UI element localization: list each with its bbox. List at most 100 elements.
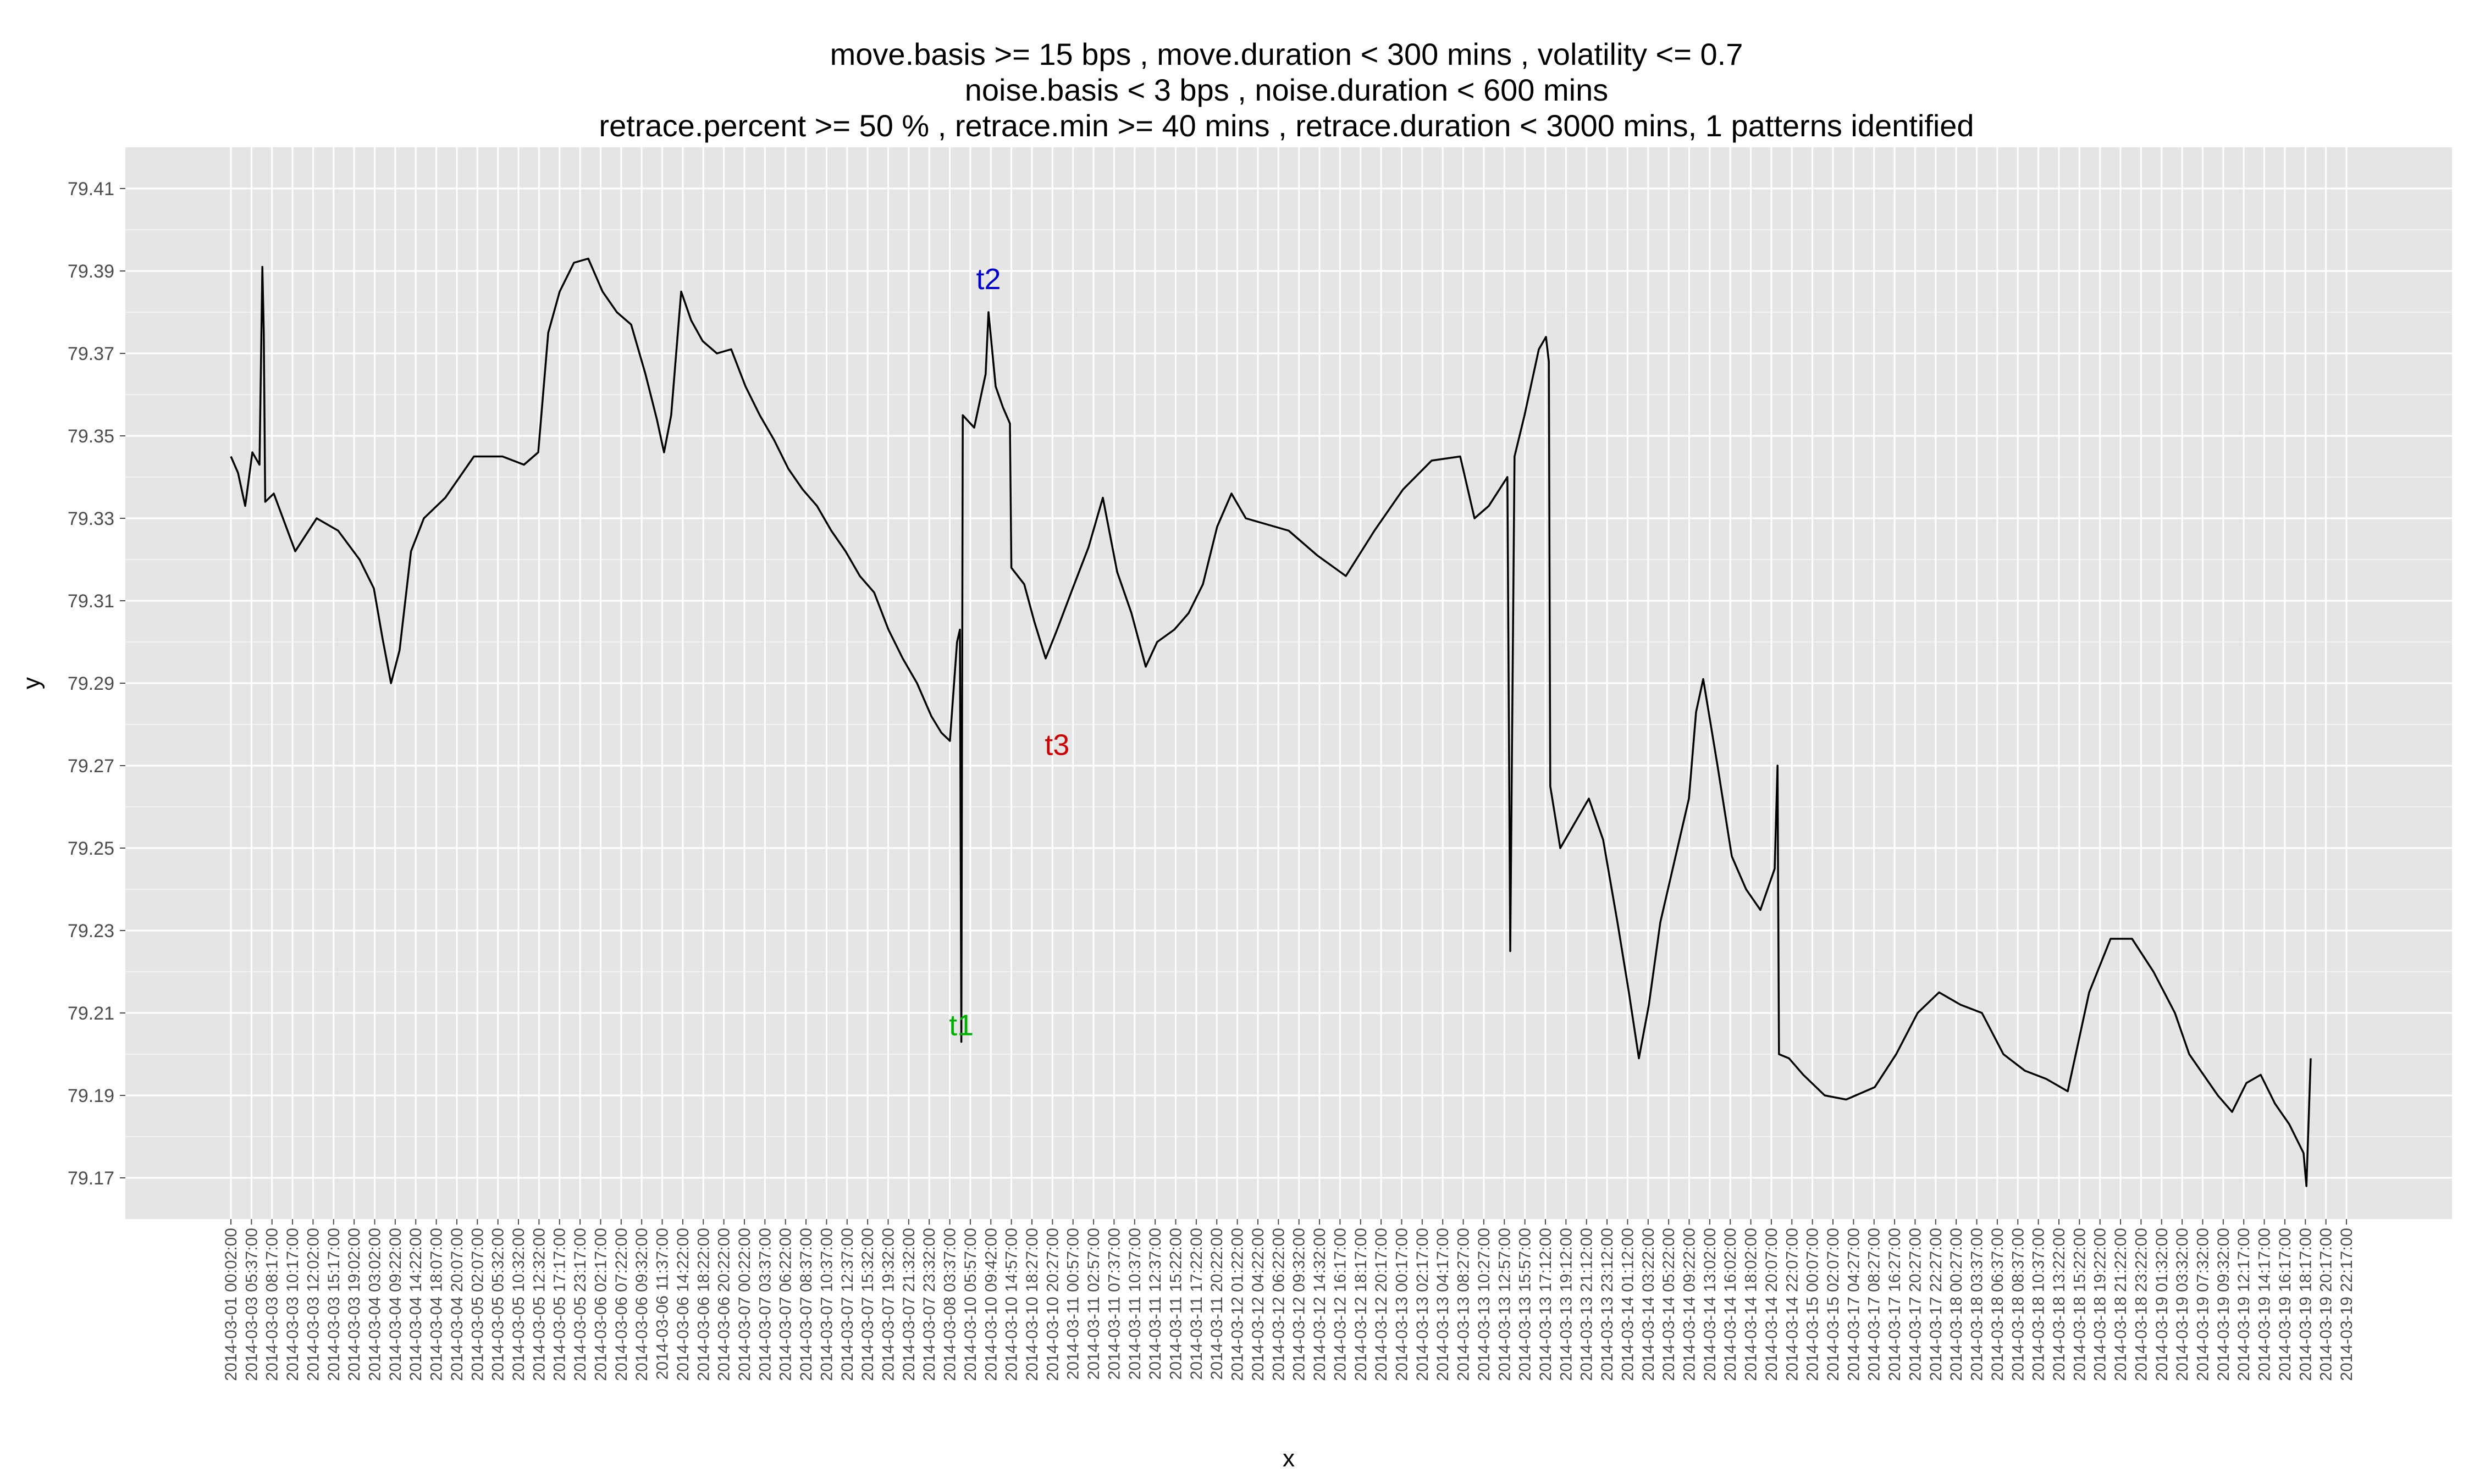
x-tick-label: 2014-03-12 16:17:00 <box>1331 1228 1349 1381</box>
x-tick-label: 2014-03-15 02:07:00 <box>1824 1228 1842 1381</box>
annotation-t1: t1 <box>949 1009 974 1042</box>
x-tick-label: 2014-03-18 21:22:00 <box>2112 1228 2130 1381</box>
x-tick-label: 2014-03-18 00:27:00 <box>1947 1228 1965 1381</box>
y-tick-label: 79.23 <box>68 921 114 942</box>
x-tick-label: 2014-03-03 10:17:00 <box>284 1228 302 1381</box>
x-tick-label: 2014-03-19 01:32:00 <box>2153 1228 2171 1381</box>
x-tick-label: 2014-03-06 07:22:00 <box>612 1228 631 1381</box>
x-tick-label: 2014-03-11 10:37:00 <box>1126 1228 1144 1380</box>
x-tick-label: 2014-03-19 16:17:00 <box>2276 1228 2294 1381</box>
x-tick-label: 2014-03-18 03:37:00 <box>1968 1228 1986 1381</box>
x-tick-label: 2014-03-12 20:17:00 <box>1372 1228 1390 1381</box>
x-tick-label: 2014-03-13 12:57:00 <box>1495 1228 1514 1381</box>
x-tick-label: 2014-03-14 18:02:00 <box>1742 1228 1760 1381</box>
x-tick-label: 2014-03-03 12:02:00 <box>304 1228 322 1381</box>
x-tick-label: 2014-03-12 14:32:00 <box>1311 1228 1329 1381</box>
x-tick-label: 2014-03-12 01:22:00 <box>1229 1228 1247 1381</box>
x-tick-label: 2014-03-13 23:12:00 <box>1598 1228 1616 1381</box>
x-tick-label: 2014-03-18 13:22:00 <box>2050 1228 2068 1381</box>
grid-major <box>125 147 2452 1219</box>
x-tick-label: 2014-03-10 20:27:00 <box>1043 1228 1062 1381</box>
y-tick-label: 79.41 <box>68 179 114 200</box>
x-tick-label: 2014-03-19 09:32:00 <box>2215 1228 2233 1381</box>
x-tick-label: 2014-03-13 19:12:00 <box>1557 1228 1575 1381</box>
annotation-t2: t2 <box>976 263 1001 296</box>
x-tick-label: 2014-03-07 00:22:00 <box>736 1228 754 1381</box>
x-tick-label: 2014-03-18 10:37:00 <box>2030 1228 2048 1381</box>
x-tick-label: 2014-03-11 15:22:00 <box>1167 1228 1185 1380</box>
x-tick-label: 2014-03-04 14:22:00 <box>407 1228 425 1381</box>
x-tick-label: 2014-03-11 00:57:00 <box>1064 1228 1083 1380</box>
x-tick-label: 2014-03-11 17:22:00 <box>1188 1228 1206 1380</box>
x-tick-label: 2014-03-05 02:07:00 <box>468 1228 487 1381</box>
x-tick-label: 2014-03-13 00:17:00 <box>1393 1228 1411 1381</box>
x-tick-label: 2014-03-14 13:02:00 <box>1701 1228 1719 1381</box>
x-tick-label: 2014-03-12 18:17:00 <box>1352 1228 1370 1381</box>
chart-title-line-3: retrace.percent >= 50 % , retrace.min >=… <box>599 108 1974 143</box>
x-tick-label: 2014-03-11 07:37:00 <box>1105 1228 1123 1380</box>
x-tick-label: 2014-03-08 03:37:00 <box>941 1228 959 1381</box>
x-tick-label: 2014-03-14 22:07:00 <box>1783 1228 1801 1381</box>
x-tick-label: 2014-03-12 04:22:00 <box>1249 1228 1267 1381</box>
x-tick-label: 2014-03-13 10:27:00 <box>1475 1228 1493 1381</box>
x-tick-label: 2014-03-04 18:07:00 <box>428 1228 446 1381</box>
x-tick-label: 2014-03-13 08:27:00 <box>1455 1228 1473 1381</box>
x-tick-label: 2014-03-14 03:22:00 <box>1639 1228 1658 1381</box>
x-tick-label: 2014-03-13 15:57:00 <box>1516 1228 1534 1381</box>
y-tick-label: 79.35 <box>68 426 114 447</box>
x-tick-label: 2014-03-06 14:22:00 <box>674 1228 692 1381</box>
y-tick-label: 79.27 <box>68 756 114 777</box>
chart-title-line-1: move.basis >= 15 bps , move.duration < 3… <box>830 37 1743 71</box>
x-tick-label: 2014-03-06 02:17:00 <box>592 1228 610 1381</box>
y-tick-label: 79.29 <box>68 673 114 694</box>
x-tick-label: 2014-03-19 22:17:00 <box>2338 1228 2356 1381</box>
x-tick-label: 2014-03-11 02:57:00 <box>1085 1228 1103 1380</box>
annotation-t3: t3 <box>1045 729 1069 762</box>
x-tick-label: 2014-03-10 18:27:00 <box>1023 1228 1041 1381</box>
x-tick-label: 2014-03-17 22:27:00 <box>1927 1228 1945 1381</box>
x-tick-label: 2014-03-12 06:22:00 <box>1269 1228 1288 1381</box>
y-axis-ticks: 79.17 79.19 79.21 79.23 79.25 79.27 79.29 79.31… <box>68 179 125 1189</box>
x-tick-label: 2014-03-18 19:22:00 <box>2091 1228 2109 1381</box>
x-tick-label: 2014-03-05 05:32:00 <box>489 1228 507 1381</box>
x-tick-label: 2014-03-10 09:42:00 <box>982 1228 1000 1381</box>
x-tick-label: 2014-03-07 08:37:00 <box>797 1228 815 1381</box>
x-tick-label: 2014-03-07 23:32:00 <box>920 1228 938 1381</box>
x-tick-label: 2014-03-05 12:32:00 <box>530 1228 548 1381</box>
x-tick-label: 2014-03-03 19:02:00 <box>345 1228 363 1381</box>
x-tick-label: 2014-03-19 14:17:00 <box>2256 1228 2274 1381</box>
x-tick-label: 2014-03-15 00:07:00 <box>1804 1228 1822 1381</box>
x-tick-label: 2014-03-10 05:57:00 <box>962 1228 980 1381</box>
x-tick-label: 2014-03-06 09:32:00 <box>633 1228 651 1381</box>
x-tick-label: 2014-03-07 06:22:00 <box>777 1228 795 1381</box>
x-tick-label: 2014-03-11 12:37:00 <box>1146 1228 1164 1380</box>
x-tick-label: 2014-03-12 09:32:00 <box>1290 1228 1308 1381</box>
x-tick-label: 2014-03-18 15:22:00 <box>2070 1228 2089 1381</box>
x-tick-label: 2014-03-07 21:32:00 <box>900 1228 918 1381</box>
x-tick-label: 2014-03-06 18:22:00 <box>694 1228 713 1381</box>
x-axis-title: x <box>1283 1445 1295 1472</box>
x-tick-label: 2014-03-07 19:32:00 <box>879 1228 897 1381</box>
x-tick-label: 2014-03-01 00:02:00 <box>222 1228 240 1381</box>
x-tick-label: 2014-03-07 12:37:00 <box>838 1228 857 1381</box>
grid-minor <box>125 229 2452 1137</box>
x-tick-label: 2014-03-04 20:07:00 <box>448 1228 466 1381</box>
x-tick-label: 2014-03-13 04:17:00 <box>1434 1228 1452 1381</box>
y-tick-label: 79.37 <box>68 344 114 364</box>
x-tick-label: 2014-03-17 08:27:00 <box>1865 1228 1884 1381</box>
x-tick-label: 2014-03-18 06:37:00 <box>1989 1228 2007 1381</box>
x-tick-label: 2014-03-07 03:37:00 <box>756 1228 774 1381</box>
x-tick-label: 2014-03-03 05:37:00 <box>242 1228 261 1381</box>
y-tick-label: 79.25 <box>68 838 114 859</box>
x-tick-label: 2014-03-11 20:22:00 <box>1208 1228 1226 1380</box>
price-series-line <box>230 257 2312 1187</box>
x-tick-label: 2014-03-04 03:02:00 <box>366 1228 384 1381</box>
x-tick-label: 2014-03-17 20:27:00 <box>1906 1228 1924 1381</box>
x-tick-label: 2014-03-05 10:32:00 <box>510 1228 528 1381</box>
x-tick-label: 2014-03-14 09:22:00 <box>1681 1228 1699 1381</box>
x-tick-label: 2014-03-18 23:22:00 <box>2132 1228 2150 1381</box>
x-tick-label: 2014-03-13 21:12:00 <box>1578 1228 1596 1381</box>
x-tick-label: 2014-03-06 20:22:00 <box>715 1228 733 1381</box>
